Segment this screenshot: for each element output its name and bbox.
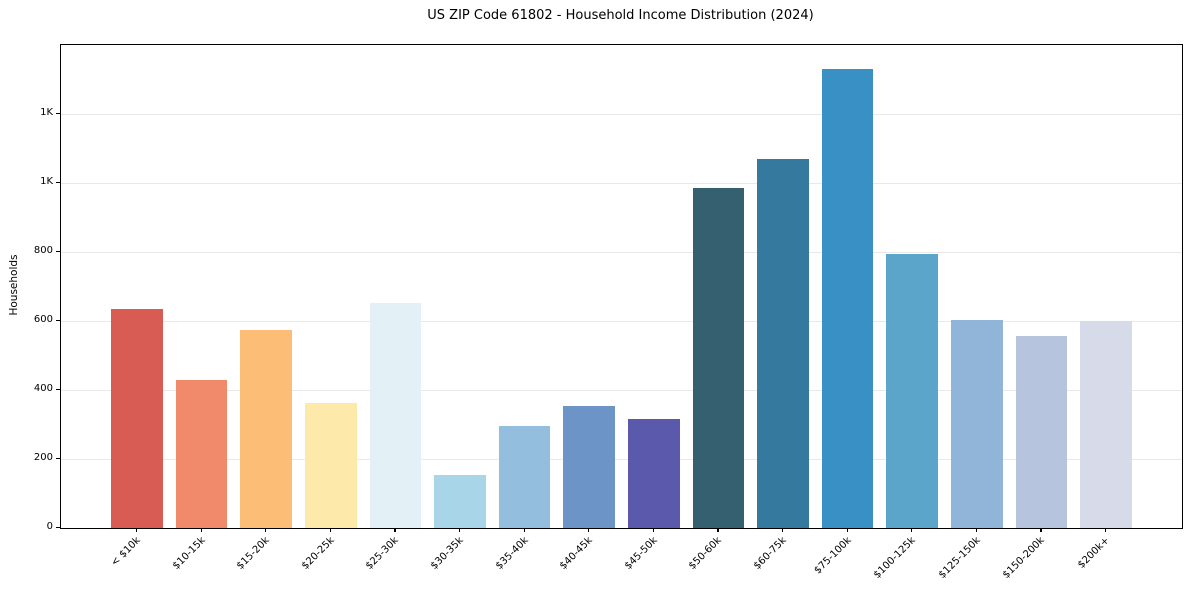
bar xyxy=(692,187,745,528)
y-tick-label: 200 xyxy=(33,452,53,463)
bar xyxy=(886,254,939,528)
bar xyxy=(627,418,680,528)
y-tick-mark xyxy=(56,458,60,460)
bar xyxy=(304,402,357,528)
gridline xyxy=(61,321,1182,322)
bar xyxy=(369,303,422,528)
bar xyxy=(757,158,809,528)
x-tick-mark xyxy=(975,528,977,532)
chart-title: US ZIP Code 61802 - Household Income Dis… xyxy=(427,8,814,23)
x-tick-mark xyxy=(523,528,525,532)
y-tick-mark xyxy=(56,113,60,115)
x-tick-mark xyxy=(1040,528,1042,532)
x-tick-label: < $10k xyxy=(109,535,143,569)
y-tick-mark xyxy=(56,320,60,322)
y-tick-label: 600 xyxy=(33,314,53,325)
y-tick-mark xyxy=(56,251,60,253)
y-axis-label: Households xyxy=(8,254,20,316)
x-tick-mark xyxy=(200,528,202,532)
bar xyxy=(240,329,293,528)
x-tick-mark xyxy=(329,528,331,532)
bar xyxy=(1080,321,1132,528)
x-tick-mark xyxy=(652,528,654,532)
gridline xyxy=(61,390,1182,391)
y-tick-label: 1K xyxy=(40,176,53,187)
bar xyxy=(950,319,1003,528)
y-tick-label: 800 xyxy=(33,245,53,256)
bar xyxy=(175,380,228,528)
bar xyxy=(1015,335,1068,528)
y-tick-mark xyxy=(56,527,60,529)
bar xyxy=(434,474,486,528)
gridline xyxy=(61,459,1182,460)
x-tick-mark xyxy=(136,528,138,532)
x-tick-mark xyxy=(846,528,848,532)
bar xyxy=(821,69,874,528)
x-tick-mark xyxy=(717,528,719,532)
x-tick-mark xyxy=(588,528,590,532)
x-tick-mark xyxy=(265,528,267,532)
gridline xyxy=(61,114,1182,115)
x-tick-mark xyxy=(459,528,461,532)
y-tick-label: 400 xyxy=(33,383,53,394)
y-tick-label: 1K xyxy=(40,107,53,118)
x-tick-mark xyxy=(782,528,784,532)
gridline xyxy=(61,252,1182,253)
bar xyxy=(563,405,616,528)
plot-area xyxy=(60,44,1183,529)
y-tick-mark xyxy=(56,389,60,391)
gridline xyxy=(61,183,1182,184)
bar xyxy=(111,308,163,528)
y-tick-label: 0 xyxy=(46,521,53,532)
x-tick-mark xyxy=(911,528,913,532)
bar xyxy=(498,425,551,528)
x-tick-mark xyxy=(1105,528,1107,532)
y-tick-mark xyxy=(56,182,60,184)
x-tick-mark xyxy=(394,528,396,532)
